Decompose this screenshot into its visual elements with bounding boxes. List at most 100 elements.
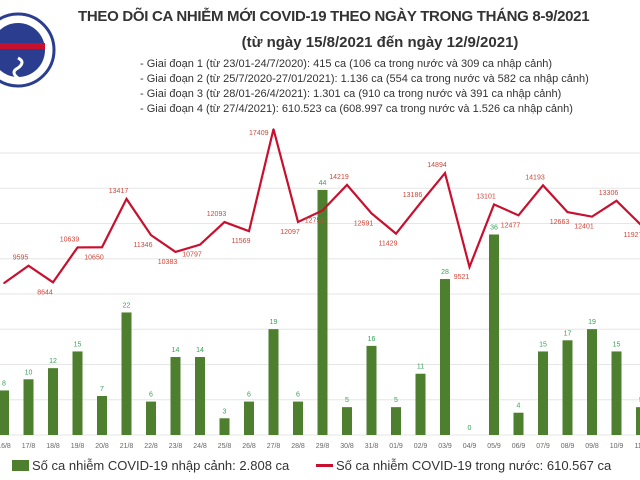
- line-point: [174, 251, 177, 253]
- bar-data-label: 28: [441, 269, 449, 276]
- line-data-label: 11569: [232, 238, 251, 245]
- bar: [48, 368, 58, 435]
- phase-2-text: - Giai đoạn 2 (từ 25/7/2020-27/01/2021):…: [140, 73, 589, 85]
- x-tick-label: 26/8: [242, 443, 256, 450]
- x-tick-label: 18/8: [46, 443, 60, 450]
- line-data-label: 10639: [60, 236, 80, 243]
- line-point: [615, 200, 618, 202]
- x-tick-label: 03/9: [438, 443, 452, 450]
- line-data-label: 12093: [207, 211, 227, 218]
- line-point: [517, 214, 520, 217]
- line-data-label: 11429: [379, 241, 398, 248]
- line-data-label: 12401: [574, 224, 594, 231]
- line-data-label: 17409: [249, 130, 269, 137]
- legend-line-swatch: [316, 464, 333, 467]
- bar: [97, 396, 107, 435]
- bar: [195, 357, 205, 435]
- line-point: [370, 212, 373, 215]
- line-point: [444, 172, 446, 174]
- line-data-label: 9521: [454, 274, 470, 281]
- legend-item-domestic: Số ca nhiễm COVID-19 trong nước: 610.567…: [316, 458, 611, 473]
- bar-data-label: 22: [123, 302, 131, 309]
- bar-data-label: 0: [468, 425, 472, 432]
- line-data-label: 14219: [329, 174, 349, 181]
- x-tick-label: 11/9: [634, 443, 640, 450]
- line-point: [591, 215, 593, 218]
- line-data-label: 10797: [182, 252, 202, 259]
- line-data-label: 11346: [134, 242, 153, 249]
- line-point: [468, 266, 471, 268]
- x-tick-label: 23/8: [169, 443, 183, 450]
- bar: [146, 401, 156, 435]
- line-point: [419, 202, 422, 204]
- line-data-label: 11927: [624, 232, 640, 239]
- chart-title: THEO DÕI CA NHIỄM MỚI COVID-19 THEO NGÀY…: [78, 8, 590, 25]
- bar-data-label: 19: [588, 319, 596, 326]
- x-tick-label: 06/9: [512, 443, 526, 450]
- line-data-label: 12752: [305, 218, 325, 225]
- line-point: [542, 184, 544, 187]
- legend-label-imported: Số ca nhiễm COVID-19 nhập cảnh: 2.808 ca: [32, 458, 290, 473]
- x-tick-label: 22/8: [144, 443, 158, 450]
- line-data-label: 9595: [13, 255, 29, 262]
- x-tick-label: 30/8: [340, 443, 354, 450]
- line-data-label: 13306: [599, 190, 619, 197]
- x-tick-label: 17/8: [22, 443, 36, 450]
- phase-3-text: - Giai đoạn 3 (từ 28/01-26/4/2021): 1.30…: [140, 88, 562, 100]
- bar-data-label: 15: [613, 341, 621, 348]
- legend-label-domestic: Số ca nhiễm COVID-19 trong nước: 610.567…: [336, 458, 612, 473]
- line-data-label: 13101: [476, 193, 496, 200]
- line-point: [346, 184, 348, 186]
- phase-1-text: - Giai đoạn 1 (từ 23/01-24/7/2020): 415 …: [140, 58, 553, 70]
- bar-data-label: 5: [394, 397, 398, 404]
- bar-data-label: 10: [25, 369, 33, 376]
- bar-data-label: 4: [517, 403, 521, 410]
- line-point: [248, 230, 250, 232]
- ministry-of-health-logo: [0, 12, 56, 88]
- phase-4-text: - Giai đoạn 4 (từ 27/4/2021): 610.523 ca…: [140, 103, 573, 115]
- line-point: [3, 282, 5, 284]
- x-tick-label: 16/8: [0, 443, 11, 450]
- line-data-label: 10383: [158, 259, 178, 266]
- bar: [72, 351, 83, 435]
- x-tick-label: 04/9: [463, 443, 477, 450]
- bar: [587, 329, 597, 435]
- phase-summary: - Giai đoạn 1 (từ 23/01-24/7/2020): 415 …: [140, 57, 589, 117]
- bar: [342, 407, 352, 435]
- bar-data-label: 5: [345, 397, 349, 404]
- line-point: [125, 198, 128, 200]
- x-tick-label: 08/9: [561, 443, 575, 450]
- line-point: [321, 209, 324, 212]
- line-data-label: 13417: [109, 188, 129, 195]
- bar: [366, 345, 377, 435]
- bar: [538, 351, 548, 435]
- bar: [244, 401, 254, 435]
- x-tick-label: 10/9: [610, 443, 624, 450]
- legend-bar-swatch: [12, 460, 29, 471]
- bar-data-label: 19: [270, 319, 278, 326]
- bar-data-label: 17: [564, 330, 572, 337]
- bar: [170, 357, 181, 435]
- bar-data-label: 7: [100, 386, 104, 393]
- bar: [317, 189, 328, 435]
- line-point: [493, 203, 495, 206]
- bar: [23, 379, 34, 435]
- line-point: [223, 221, 226, 223]
- bar: [391, 407, 401, 435]
- line-data-label: 12097: [280, 229, 300, 236]
- bar: [489, 234, 499, 435]
- line-point: [395, 232, 397, 235]
- line-point: [297, 221, 299, 223]
- x-tick-label: 01/9: [389, 443, 403, 450]
- line-data-label: 12477: [501, 222, 521, 229]
- bar: [611, 351, 622, 435]
- bar: [513, 412, 524, 435]
- bar: [268, 329, 279, 435]
- x-tick-label: 09/8: [585, 443, 599, 450]
- x-tick-label: 21/8: [120, 443, 134, 450]
- bar-data-label: 11: [417, 364, 424, 371]
- x-tick-label: 31/8: [365, 443, 379, 450]
- line-data-label: 8644: [37, 289, 53, 296]
- line-data-label: 14193: [525, 174, 545, 181]
- x-tick-label: 27/8: [267, 443, 281, 450]
